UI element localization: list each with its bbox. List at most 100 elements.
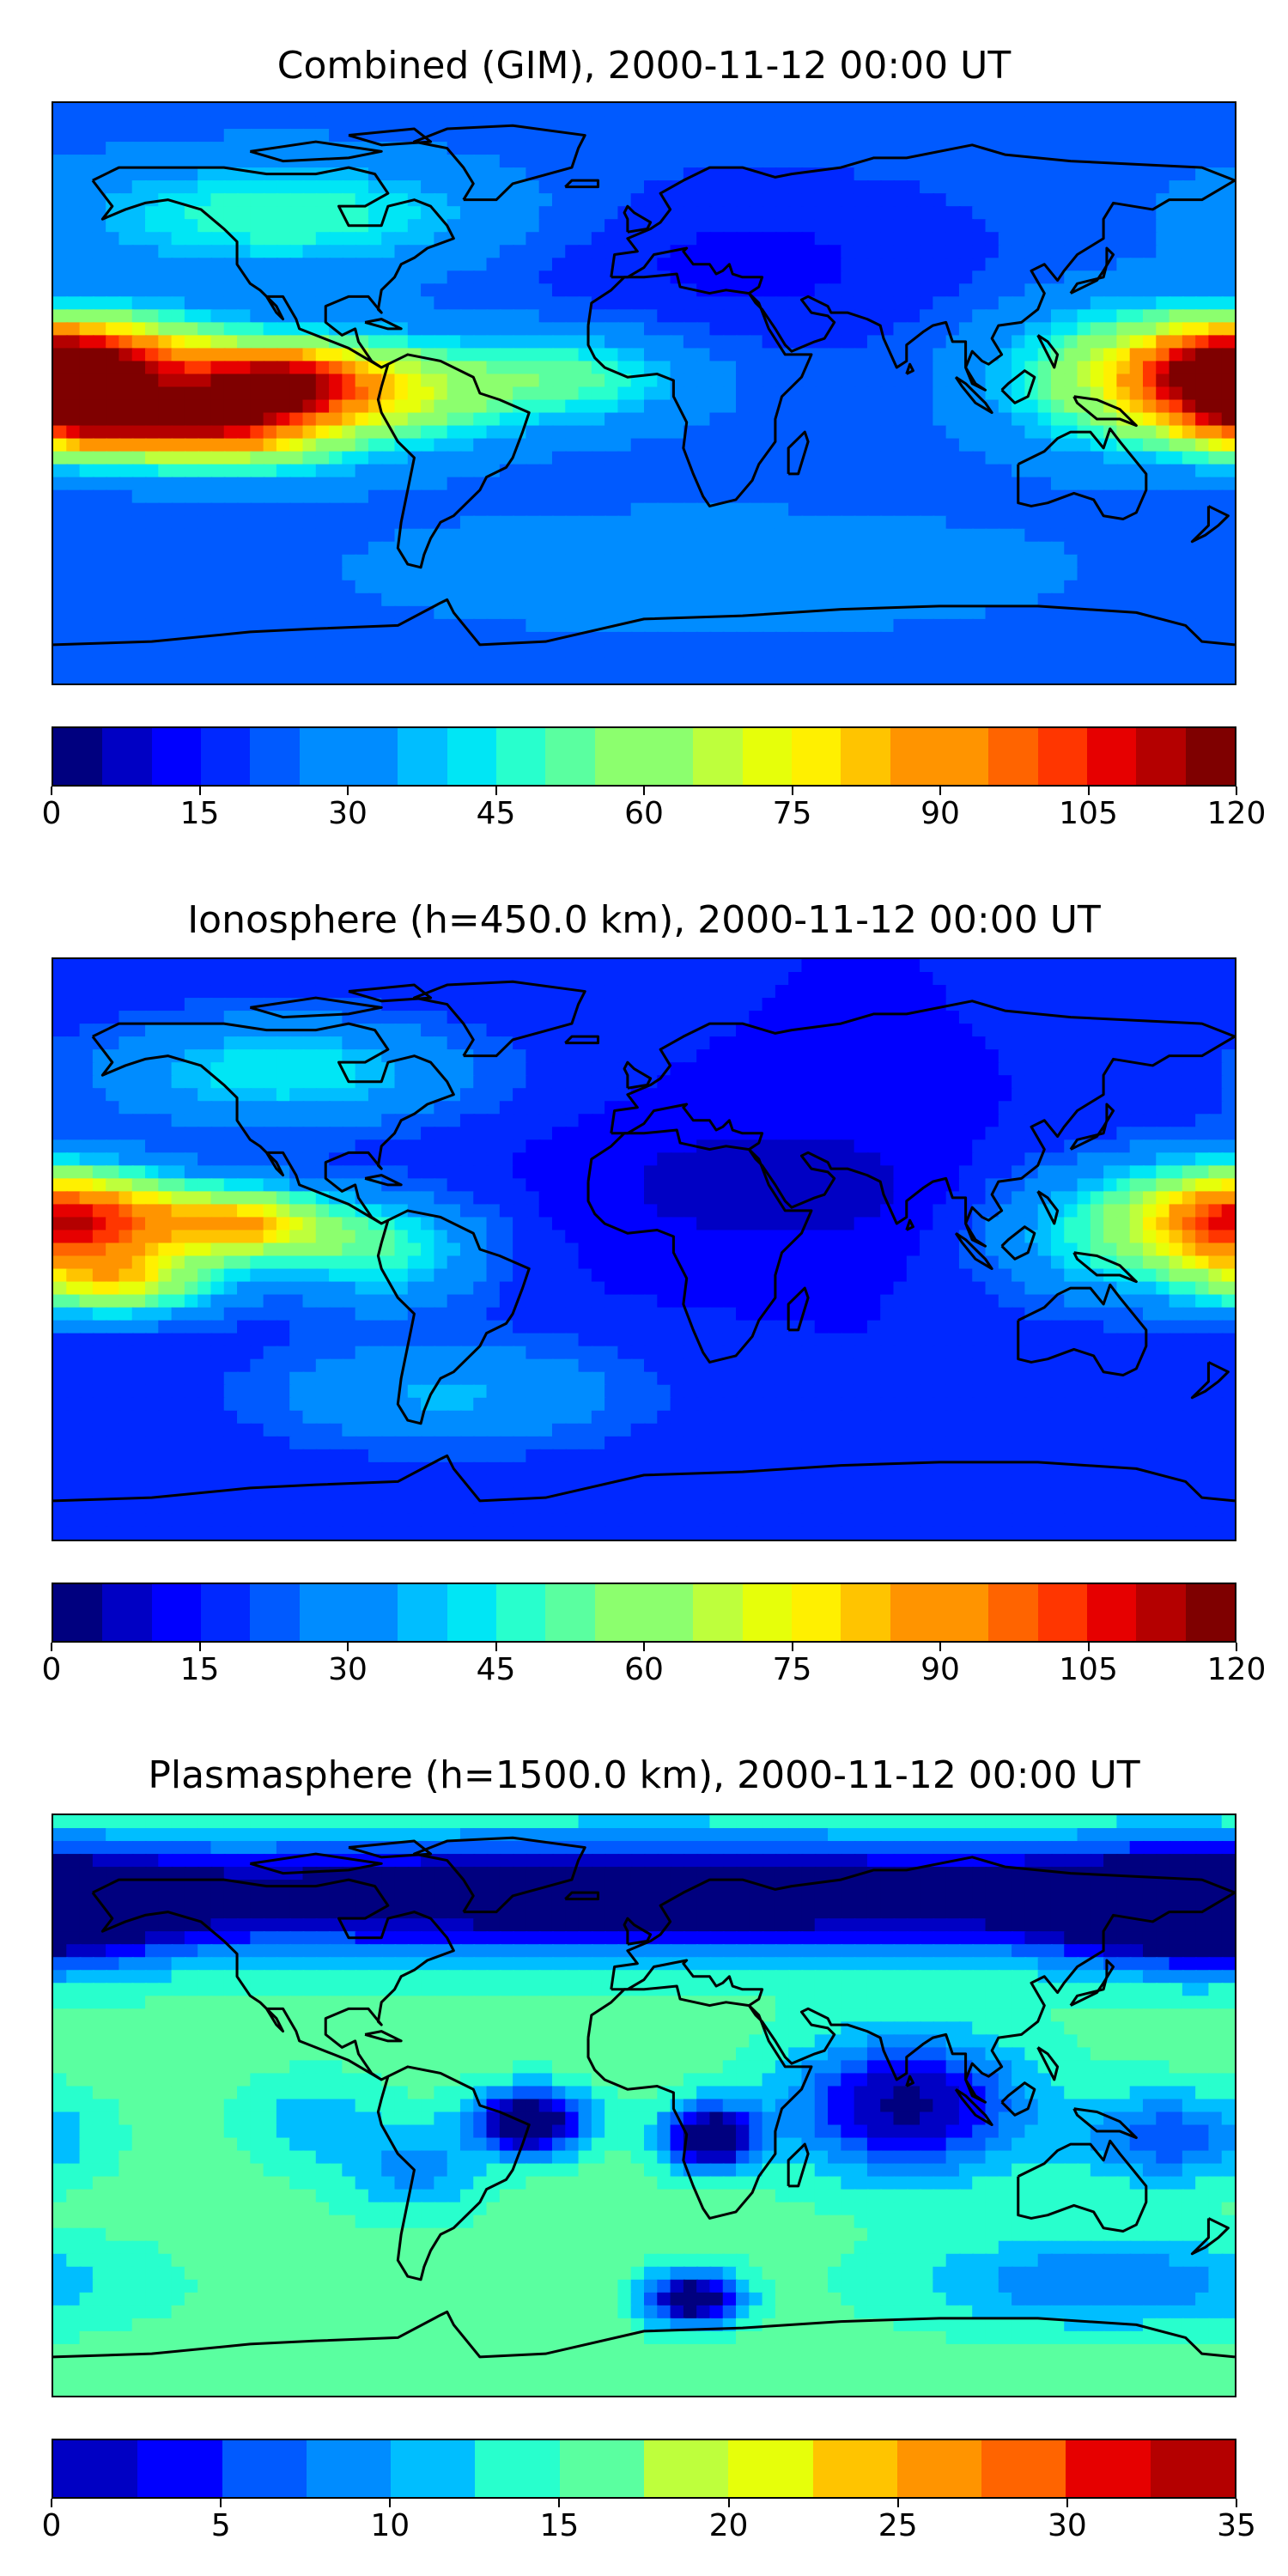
field-cell [841, 103, 856, 118]
field-cell [696, 116, 712, 131]
field-cell [250, 180, 265, 196]
colorbar-tick-mark [1236, 787, 1237, 795]
field-cell [394, 103, 410, 118]
colorbar-tick-label: 75 [772, 796, 812, 831]
field-cell [1156, 167, 1171, 183]
field-cell [1182, 167, 1198, 183]
colorbar-segment [495, 728, 546, 785]
field-cell [683, 142, 699, 156]
field-cell [1077, 193, 1092, 209]
field-cell [841, 206, 856, 222]
coastline [610, 143, 1235, 392]
field-cell [223, 155, 239, 169]
field-cell [394, 116, 410, 131]
field-cell [736, 193, 751, 209]
field-cell [131, 180, 147, 196]
field-cell [447, 206, 462, 222]
field-cell [696, 155, 712, 169]
field-cell [605, 155, 620, 169]
field-cell [434, 167, 449, 183]
field-cell [210, 103, 226, 118]
field-cell [749, 103, 764, 118]
field-cell [1221, 116, 1235, 131]
field-cell [263, 103, 278, 118]
field-cell [315, 180, 331, 196]
field-cell [801, 193, 817, 209]
field-cell [145, 142, 161, 156]
field-cell [447, 116, 462, 131]
field-cell [880, 180, 896, 196]
field-cell [263, 129, 278, 143]
field-cell [709, 103, 725, 118]
field-cell [762, 142, 777, 156]
field-cell [722, 167, 738, 183]
field-cell [171, 167, 186, 183]
field-cell [565, 206, 580, 222]
field-cell [617, 129, 633, 143]
field-cell [145, 129, 161, 143]
field-cell [933, 155, 948, 169]
field-cell [696, 103, 712, 118]
field-cell [145, 206, 161, 222]
field-cell [551, 206, 568, 222]
field-cell [486, 155, 501, 169]
colorbar-segment [890, 728, 939, 785]
field-cell [1169, 116, 1184, 131]
field-cell [473, 206, 489, 222]
field-cell [1142, 193, 1158, 209]
field-cell [381, 103, 397, 118]
field-cell [565, 193, 580, 209]
field-cell [1182, 180, 1198, 196]
field-cell [1156, 142, 1171, 156]
field-cell [551, 116, 568, 131]
field-cell [1182, 103, 1198, 118]
field-cell [605, 103, 620, 118]
field-cell [1064, 180, 1079, 196]
field-cell [184, 206, 200, 222]
field-cell [223, 129, 239, 143]
field-cell [1103, 116, 1119, 131]
field-cell [355, 103, 370, 118]
field-cell [210, 142, 226, 156]
field-cell [1024, 116, 1040, 131]
field-cell [538, 206, 554, 222]
field-cell [801, 155, 817, 169]
field-cell [184, 103, 200, 118]
field-cell [565, 103, 580, 118]
field-cell [473, 129, 489, 143]
field-cell [920, 103, 935, 118]
field-cell [788, 103, 804, 118]
colorbar-segment [53, 728, 103, 785]
field-cell [1116, 142, 1132, 156]
field-cell [880, 103, 896, 118]
field-cell [1156, 180, 1171, 196]
field-cell [828, 155, 843, 169]
field-cell [630, 103, 646, 118]
field-cell [447, 167, 462, 183]
field-cell [250, 206, 265, 222]
field-cell [1024, 142, 1040, 156]
colorbar-ticks: 0 15 30 45 60 75 90 105 120 [42, 787, 1266, 831]
field-cell [302, 116, 318, 131]
field-cell [617, 167, 633, 183]
field-cell [866, 116, 883, 131]
field-cell [945, 193, 961, 209]
field-cell [644, 206, 659, 222]
field-cell [880, 129, 896, 143]
field-cell [985, 167, 1000, 183]
field-cell [670, 167, 685, 183]
field-cell [473, 155, 489, 169]
field-cell [92, 142, 108, 156]
field-cell [79, 206, 94, 222]
field-cell [263, 116, 278, 131]
colorbar-tick-label: 0 [41, 796, 62, 831]
field-cell [762, 180, 777, 196]
field-cell [223, 206, 239, 222]
field-cell [1090, 167, 1106, 183]
field-cell [644, 129, 659, 143]
field-cell [814, 103, 829, 118]
field-cell [1077, 180, 1092, 196]
field-cell [1037, 142, 1053, 156]
field-cell [79, 180, 94, 196]
colorbar-segment [643, 728, 694, 785]
